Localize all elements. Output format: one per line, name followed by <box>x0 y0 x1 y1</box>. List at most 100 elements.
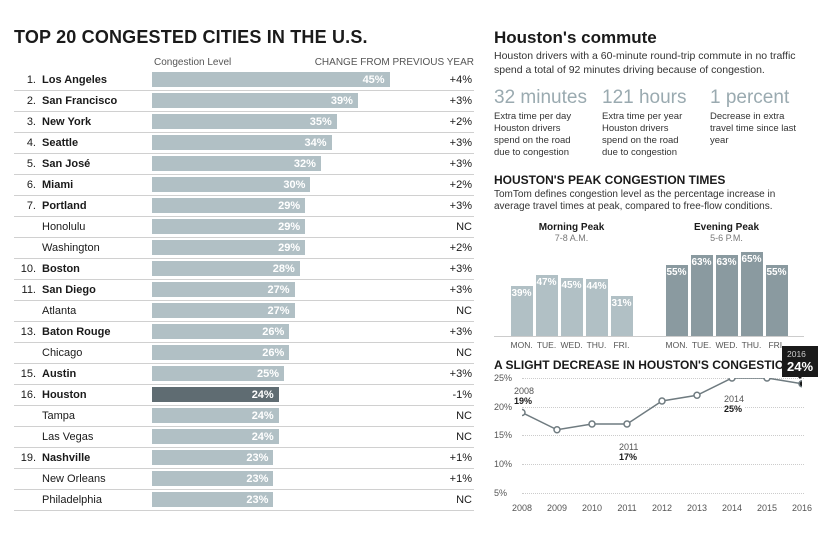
y-tick: 20% <box>494 402 512 412</box>
peak-title: HOUSTON'S PEAK CONGESTION TIMES <box>494 173 804 187</box>
congestion-bar: 25% <box>152 366 284 381</box>
table-row: Honolulu29%NC <box>14 217 474 238</box>
bar-cell: 35% <box>152 114 416 129</box>
change-value: NC <box>416 410 474 422</box>
congestion-bar: 23% <box>152 492 273 507</box>
rank: 11. <box>14 284 42 296</box>
x-tick: 2016 <box>792 503 812 513</box>
peak-bar: 65% <box>741 252 763 336</box>
bar-cell: 23% <box>152 471 416 486</box>
morning-time: 7-8 A.M. <box>494 233 649 243</box>
change-value: +3% <box>416 263 474 275</box>
bar-cell: 27% <box>152 282 416 297</box>
day-label: WED. <box>561 340 583 350</box>
congestion-bar: 23% <box>152 450 273 465</box>
table-row: Las Vegas24%NC <box>14 427 474 448</box>
table-row: 4.Seattle34%+3% <box>14 133 474 154</box>
table-row: Chicago26% NC <box>14 343 474 364</box>
bar-cell: 26% <box>152 345 416 360</box>
city-name: Washington <box>42 242 152 254</box>
day-label: THU. <box>741 340 763 350</box>
change-value: NC <box>416 347 474 359</box>
x-tick: 2010 <box>582 503 602 513</box>
peak-bar: 55% <box>766 265 788 336</box>
change-value: +3% <box>416 368 474 380</box>
stat-block: 32 minutesExtra time per day Houston dri… <box>494 87 588 159</box>
right-panel: Houston's commute Houston drivers with a… <box>494 28 804 513</box>
change-value: +3% <box>416 200 474 212</box>
change-value: +4% <box>416 74 474 86</box>
stat-label: Decrease in extra travel time since last… <box>710 111 804 147</box>
x-tick: 2011 <box>617 503 636 513</box>
day-label: MON. <box>666 340 688 350</box>
y-tick: 15% <box>494 430 512 440</box>
day-label: MON. <box>511 340 533 350</box>
city-name: Philadelphia <box>42 494 152 506</box>
rank: 6. <box>14 179 42 191</box>
rank: 19. <box>14 452 42 464</box>
peak-bar: 44% <box>586 279 608 336</box>
city-name: San Diego <box>42 284 152 296</box>
table-row: 2.San Francisco39%+3% <box>14 91 474 112</box>
rank: 13. <box>14 326 42 338</box>
change-value: +3% <box>416 95 474 107</box>
rank: 2. <box>14 95 42 107</box>
evening-half: Evening Peak 5-6 P.M. 55%63%63%65%55% MO… <box>649 222 804 350</box>
congestion-bar: 32% <box>152 156 321 171</box>
callout: 201425% <box>724 394 744 414</box>
bar-cell: 34% <box>152 135 416 150</box>
congestion-bar: 24% <box>152 387 279 402</box>
city-name: Seattle <box>42 137 152 149</box>
change-value: +2% <box>416 179 474 191</box>
change-value: +2% <box>416 116 474 128</box>
table-row: New Orleans23%+1% <box>14 469 474 490</box>
rank: 3. <box>14 116 42 128</box>
bar-cell: 24% <box>152 387 416 402</box>
city-name: Boston <box>42 263 152 275</box>
congestion-bar: 28% <box>152 261 300 276</box>
bar-cell: 29% <box>152 198 416 213</box>
y-tick: 25% <box>494 373 512 383</box>
change-value: +3% <box>416 326 474 338</box>
x-tick: 2013 <box>687 503 707 513</box>
evening-time: 5-6 P.M. <box>649 233 804 243</box>
city-name: Chicago <box>42 347 152 359</box>
y-tick: 5% <box>494 488 507 498</box>
rank: 7. <box>14 200 42 212</box>
change-value: NC <box>416 221 474 233</box>
x-tick: 2014 <box>722 503 742 513</box>
table-row: 3.New York35%+2% <box>14 112 474 133</box>
peak-bar: 63% <box>691 255 713 336</box>
morning-label: Morning Peak <box>494 222 649 233</box>
city-name: Las Vegas <box>42 431 152 443</box>
peak-bar: 45% <box>561 278 583 336</box>
city-name: Atlanta <box>42 305 152 317</box>
city-name: New Orleans <box>42 473 152 485</box>
bar-cell: 29% <box>152 219 416 234</box>
peak-bar: 31% <box>611 296 633 336</box>
day-label: TUE. <box>536 340 558 350</box>
bar-cell: 26% <box>152 324 416 339</box>
change-value: NC <box>416 431 474 443</box>
city-name: Nashville <box>42 452 152 464</box>
peak-bar: 39% <box>511 286 533 336</box>
table-row: Philadelphia23%NC <box>14 490 474 511</box>
rank: 5. <box>14 158 42 170</box>
stat-value: 121 hours <box>602 87 696 109</box>
change-value: +2% <box>416 242 474 254</box>
change-value: +1% <box>416 452 474 464</box>
city-name: New York <box>42 116 152 128</box>
congestion-bar: 30% <box>152 177 310 192</box>
congestion-bar: 26% <box>152 345 289 360</box>
trend-title: A SLIGHT DECREASE IN HOUSTON'S CONGESTIO… <box>494 358 804 372</box>
table-row: Atlanta27%NC <box>14 301 474 322</box>
congestion-bar: 23% <box>152 471 273 486</box>
bar-cell: 39% <box>152 93 416 108</box>
rank: 1. <box>14 74 42 86</box>
left-panel: TOP 20 CONGESTED CITIES IN THE U.S. Cong… <box>14 28 474 513</box>
col-congestion: Congestion Level <box>154 57 231 68</box>
main-title: TOP 20 CONGESTED CITIES IN THE U.S. <box>14 28 474 47</box>
congestion-bar: 29% <box>152 198 305 213</box>
stats-row: 32 minutesExtra time per day Houston dri… <box>494 87 804 159</box>
peak-chart: Morning Peak 7-8 A.M. 39%47%45%44%31% MO… <box>494 220 804 350</box>
